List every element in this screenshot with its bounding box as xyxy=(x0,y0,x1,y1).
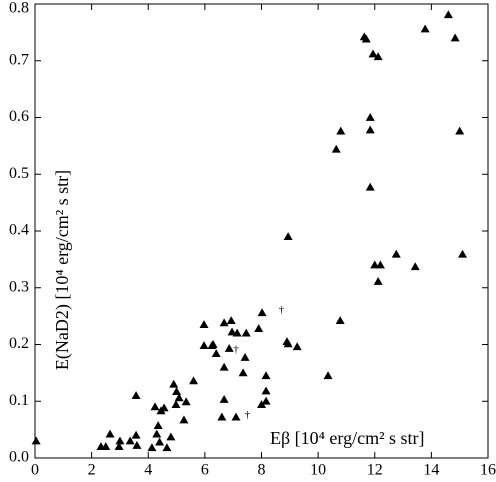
point xyxy=(152,429,162,438)
point xyxy=(179,415,189,424)
point xyxy=(458,249,468,258)
point xyxy=(261,371,271,380)
point xyxy=(443,10,453,19)
point xyxy=(199,341,209,350)
point xyxy=(166,432,176,441)
point xyxy=(159,403,169,412)
y-tick-label: 0.5 xyxy=(9,165,29,182)
point xyxy=(172,387,182,395)
point xyxy=(375,260,385,269)
annotation: † xyxy=(245,409,251,421)
point xyxy=(189,376,199,385)
point xyxy=(155,437,165,446)
point xyxy=(391,249,401,258)
x-tick-label: 0 xyxy=(31,462,39,479)
point xyxy=(224,343,234,352)
point xyxy=(171,400,181,409)
point xyxy=(31,436,41,445)
annotation: † xyxy=(233,344,239,356)
point xyxy=(283,232,293,241)
point xyxy=(226,316,236,325)
point xyxy=(105,429,115,438)
point xyxy=(217,412,227,421)
point xyxy=(261,386,271,395)
point xyxy=(368,49,378,58)
point xyxy=(227,327,237,336)
point xyxy=(240,353,250,361)
point xyxy=(450,33,460,42)
point xyxy=(373,52,383,61)
y-tick-label: 0.1 xyxy=(9,392,29,409)
x-tick-label: 12 xyxy=(367,462,383,479)
point xyxy=(131,430,141,439)
point xyxy=(370,260,380,269)
y-tick-label: 0.4 xyxy=(9,222,29,239)
point xyxy=(361,34,371,43)
point xyxy=(162,443,172,452)
point xyxy=(231,412,241,421)
point xyxy=(420,24,430,33)
point xyxy=(455,126,465,135)
x-tick-label: 10 xyxy=(310,462,326,479)
point xyxy=(283,339,293,348)
y-tick-label: 0.8 xyxy=(9,0,29,17)
y-tick-label: 0.0 xyxy=(9,449,29,466)
point xyxy=(199,320,209,329)
point xyxy=(181,397,191,406)
point xyxy=(365,113,375,121)
point xyxy=(132,441,142,449)
x-tick-label: 16 xyxy=(480,462,496,479)
point xyxy=(373,277,383,285)
x-tick-label: 6 xyxy=(201,462,209,479)
point xyxy=(292,342,302,351)
point xyxy=(219,318,229,327)
point xyxy=(219,395,229,403)
point xyxy=(169,379,179,388)
point xyxy=(153,421,163,430)
point xyxy=(101,442,111,451)
y-axis-label: E(NaD2) [10⁴ erg/cm² s str] xyxy=(52,170,73,370)
x-tick-label: 8 xyxy=(258,462,266,479)
x-tick-label: 4 xyxy=(144,462,152,479)
point xyxy=(131,391,141,399)
point xyxy=(335,316,345,325)
annotation: † xyxy=(279,304,285,316)
point xyxy=(254,324,264,332)
x-axis-label: Eβ [10⁴ erg/cm² s str] xyxy=(270,428,424,448)
point xyxy=(232,328,242,337)
point xyxy=(174,393,184,402)
point xyxy=(125,436,135,445)
point xyxy=(150,402,160,411)
y-tick-label: 0.2 xyxy=(9,335,29,352)
point xyxy=(219,362,229,371)
point xyxy=(365,125,375,134)
point xyxy=(211,349,221,357)
x-tick-label: 14 xyxy=(423,462,439,479)
point xyxy=(336,126,346,135)
point xyxy=(238,368,248,377)
point xyxy=(241,328,251,337)
y-tick-label: 0.6 xyxy=(9,108,29,125)
point xyxy=(114,442,124,451)
point xyxy=(261,396,271,405)
plot-frame xyxy=(34,3,489,459)
point xyxy=(323,371,333,380)
x-tick-label: 2 xyxy=(88,462,96,479)
point xyxy=(208,340,218,348)
point xyxy=(257,400,266,409)
point xyxy=(331,144,341,153)
point xyxy=(257,308,267,317)
y-tick-label: 0.3 xyxy=(9,278,29,295)
point xyxy=(147,443,157,452)
point xyxy=(410,262,420,271)
y-tick-label: 0.7 xyxy=(9,51,29,68)
point xyxy=(115,436,125,445)
point xyxy=(365,182,375,191)
